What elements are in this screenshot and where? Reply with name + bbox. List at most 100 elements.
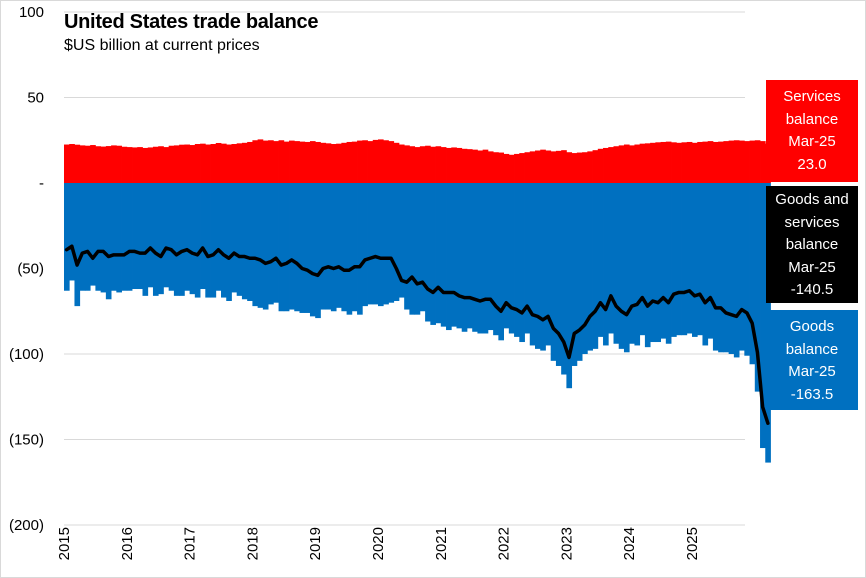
- services-bar: [241, 142, 248, 183]
- services-bar: [315, 141, 321, 183]
- services-bar: [289, 140, 295, 183]
- goods-bar: [629, 183, 635, 344]
- services-bar: [707, 141, 714, 183]
- services-bar: [754, 140, 761, 183]
- services-bar: [482, 149, 489, 183]
- services-bar: [158, 146, 164, 183]
- goods-bar: [508, 183, 515, 334]
- goods-bar: [728, 183, 735, 354]
- goods-bar: [325, 183, 332, 310]
- goods-bar: [576, 183, 583, 361]
- goods-bar: [723, 183, 730, 353]
- goods-bar: [158, 183, 164, 295]
- services-bar: [69, 144, 75, 183]
- goods-bar: [84, 183, 91, 291]
- goods-bar: [372, 183, 379, 305]
- goods-bar: [105, 183, 112, 300]
- services-bar: [728, 140, 735, 183]
- goods-bar: [121, 183, 128, 291]
- x-tick-label: 2019: [307, 527, 324, 560]
- goods-bar: [644, 183, 651, 348]
- services-bar: [629, 145, 635, 183]
- goods-bar: [692, 183, 698, 337]
- services-bar: [179, 144, 185, 183]
- services-bar: [257, 139, 264, 183]
- goods-bar: [315, 183, 321, 319]
- goods-bar: [676, 183, 682, 336]
- legend-line: balance: [785, 236, 839, 253]
- services-bar: [247, 141, 253, 183]
- goods-bar: [320, 183, 327, 310]
- services-bar: [686, 141, 693, 183]
- goods-bar: [592, 183, 599, 349]
- goods-bar: [351, 183, 358, 312]
- services-bar: [676, 142, 682, 183]
- services-bar: [409, 146, 416, 183]
- goods-bar: [456, 183, 463, 329]
- goods-bar: [64, 183, 70, 291]
- goods-bar: [744, 183, 750, 356]
- y-axis-tick-labels: 100 50 - (50) (100) (150) (200): [9, 4, 44, 534]
- y-tick-label: 100: [19, 4, 44, 21]
- goods-bar: [660, 183, 667, 339]
- goods-bar: [147, 183, 154, 288]
- services-bar: [566, 152, 573, 183]
- services-bar: [194, 144, 201, 183]
- goods-bar: [111, 183, 117, 291]
- goods-bar: [194, 183, 201, 298]
- legend-line: Mar-25: [788, 133, 836, 150]
- services-bar: [550, 151, 557, 183]
- services-bar: [346, 141, 353, 183]
- services-bar: [535, 150, 541, 183]
- services-bar: [184, 144, 190, 183]
- services-bar: [64, 144, 70, 183]
- goods-bar: [623, 183, 630, 353]
- goods-bar: [152, 183, 159, 296]
- services-bar: [378, 139, 384, 183]
- services-bar: [398, 144, 405, 183]
- goods-bar: [493, 183, 499, 336]
- services-bar: [681, 142, 688, 183]
- services-bar: [84, 145, 91, 183]
- services-bar: [435, 146, 442, 183]
- services-bar: [529, 151, 536, 183]
- services-bar: [278, 140, 285, 183]
- goods-bar: [404, 183, 410, 310]
- services-bar: [330, 144, 337, 183]
- goods-bar: [566, 183, 573, 389]
- goods-bar: [760, 183, 766, 449]
- goods-bar: [126, 183, 133, 291]
- services-bar: [697, 141, 703, 183]
- goods-bar: [587, 183, 593, 351]
- services-bar: [545, 150, 552, 183]
- goods-bar: [487, 183, 494, 331]
- services-bar: [226, 144, 232, 183]
- goods-bar: [90, 183, 96, 286]
- y-tick-label: (150): [9, 432, 44, 449]
- services-bar: [137, 147, 143, 183]
- services-bar: [210, 144, 217, 183]
- services-bar: [294, 141, 300, 183]
- services-bar: [320, 142, 327, 183]
- x-tick-label: 2017: [182, 527, 199, 560]
- services-bar: [608, 147, 614, 183]
- goods-bar: [341, 183, 347, 312]
- goods-bar: [179, 183, 185, 296]
- goods-bar: [304, 183, 311, 313]
- goods-bar: [409, 183, 416, 315]
- goods-bar: [346, 183, 353, 315]
- services-bar: [299, 141, 306, 183]
- services-bar: [221, 143, 227, 183]
- x-tick-label: 2025: [684, 527, 701, 560]
- services-bar: [388, 141, 395, 183]
- services-bar: [655, 142, 661, 183]
- goods-bar: [205, 183, 211, 298]
- x-tick-label: 2020: [370, 527, 387, 560]
- services-bar: [200, 143, 206, 183]
- legend-line: Goods: [789, 318, 835, 335]
- services-bar: [262, 140, 269, 183]
- services-bar: [168, 145, 175, 183]
- services-bar: [540, 149, 546, 183]
- services-bar: [514, 153, 520, 183]
